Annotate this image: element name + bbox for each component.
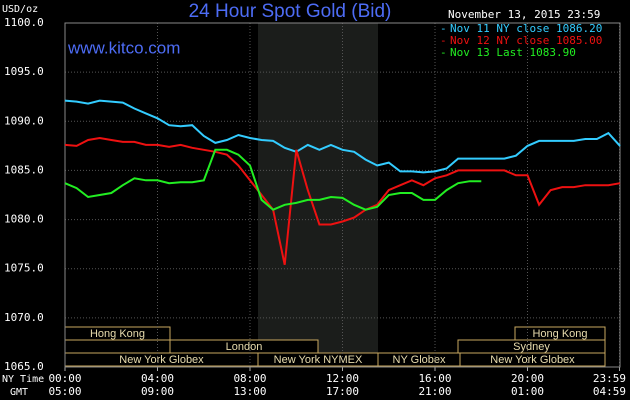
session-label: London — [226, 341, 263, 353]
series-line — [64, 148, 482, 211]
x-row-label: NY Time — [2, 374, 44, 385]
nymex-shade — [258, 23, 378, 367]
x2-tick-label: 04:59 — [593, 385, 626, 398]
x-tick-label: 20:00 — [511, 372, 544, 385]
legend-dash: - — [440, 34, 447, 47]
x2-tick-label: 05:00 — [48, 385, 81, 398]
y-tick-label: 1095.0 — [4, 65, 44, 78]
x2-tick-label: 21:00 — [418, 385, 451, 398]
session-label: Hong Kong — [532, 328, 587, 340]
legend-dash: - — [440, 22, 447, 35]
x-tick-label: 08:00 — [233, 372, 266, 385]
series-line — [64, 136, 621, 266]
session-label: NY Globex — [393, 354, 446, 366]
x-tick-label: 16:00 — [418, 372, 451, 385]
timestamp: November 13, 2015 23:59 — [448, 8, 600, 21]
y-tick-label: 1085.0 — [4, 163, 44, 176]
session-label: New York Globex — [490, 354, 575, 366]
session-box — [459, 352, 606, 367]
x2-tick-label: 13:00 — [233, 385, 266, 398]
x2-tick-label: 01:00 — [511, 385, 544, 398]
legend-label: Nov 11 NY close 1086.20 — [450, 22, 602, 35]
legend-dash: - — [440, 46, 447, 59]
watermark: www.kitco.com — [67, 38, 180, 57]
session-label: New York Globex — [119, 354, 204, 366]
x-tick-label: 23:59 — [593, 372, 626, 385]
x2-tick-label: 17:00 — [326, 385, 359, 398]
y-tick-label: 1090.0 — [4, 114, 44, 127]
series-line — [64, 99, 621, 174]
y-tick-label: 1070.0 — [4, 311, 44, 324]
y-tick-label: 1080.0 — [4, 213, 44, 226]
y-unit: USD/oz — [2, 4, 38, 15]
chart-title: 24 Hour Spot Gold (Bid) — [189, 1, 392, 22]
session-label: Sydney — [513, 341, 550, 353]
y-tick-label: 1075.0 — [4, 262, 44, 275]
y-tick-label: 1100.0 — [4, 16, 44, 29]
plot-frame — [64, 22, 621, 368]
x2-tick-label: 09:00 — [141, 385, 174, 398]
x-tick-label: 12:00 — [326, 372, 359, 385]
x-tick-label: 04:00 — [141, 372, 174, 385]
x-tick-label: 00:00 — [48, 372, 81, 385]
x2-row-label: GMT — [10, 387, 28, 398]
y-tick-label: 1065.0 — [4, 360, 44, 373]
legend-label: Nov 12 NY close 1085.00 — [450, 34, 602, 47]
session-label: Hong Kong — [90, 328, 145, 340]
session-label: New York NYMEX — [274, 354, 363, 366]
legend-label: Nov 13 Last 1083.90 — [450, 46, 576, 59]
